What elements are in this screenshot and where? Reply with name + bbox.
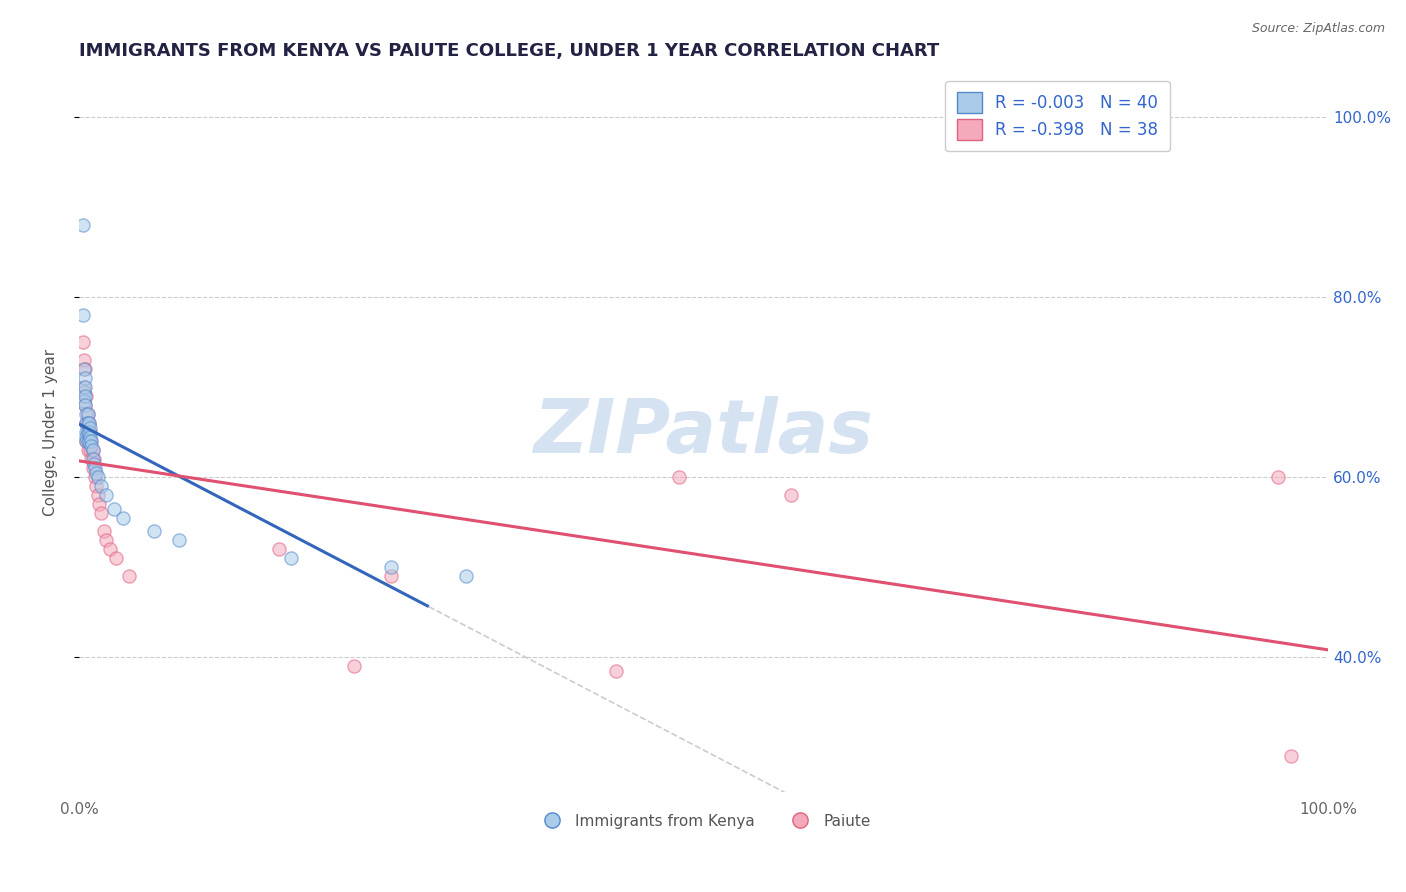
Point (82, 461, 104, 475)
Text: IMMIGRANTS FROM KENYA VS PAIUTE COLLEGE, UNDER 1 YEAR CORRELATION CHART: IMMIGRANTS FROM KENYA VS PAIUTE COLLEGE,… (79, 42, 939, 60)
Point (79, 430, 101, 444)
Point (98, 542, 121, 557)
Point (86, 488, 108, 502)
Point (167, 533, 190, 548)
Point (72, 219, 94, 233)
Point (1279, 749, 1302, 764)
Point (75, 425, 97, 440)
Point (75, 398, 97, 412)
Point (80, 434, 103, 449)
Point (75, 380, 97, 394)
Point (780, 488, 803, 502)
Point (75, 416, 97, 430)
Point (84, 470, 107, 484)
Point (73, 362, 96, 376)
Point (73, 384, 96, 399)
Point (76, 434, 98, 449)
Point (1267, 470, 1289, 484)
Point (267, 542, 290, 557)
Point (72, 335, 94, 350)
Point (96, 488, 118, 502)
Point (79, 420, 101, 434)
Point (76, 407, 98, 421)
Point (79, 425, 101, 440)
Point (73, 353, 96, 368)
Point (77, 425, 100, 440)
Point (75, 430, 97, 444)
Point (90, 479, 112, 493)
Point (668, 470, 690, 484)
Point (76, 416, 98, 430)
Point (82, 443, 104, 458)
Point (105, 551, 128, 566)
Point (142, 524, 165, 538)
Point (90, 506, 112, 520)
Text: ZIPatlas: ZIPatlas (533, 396, 873, 468)
Point (77, 434, 100, 449)
Point (75, 398, 97, 412)
Point (118, 569, 141, 583)
Point (75, 362, 97, 376)
Point (75, 371, 97, 385)
Point (86, 479, 108, 493)
Point (75, 434, 97, 449)
Point (75, 389, 97, 403)
Point (80, 434, 103, 449)
Point (380, 569, 402, 583)
Point (73, 380, 96, 394)
Point (75, 434, 97, 449)
Point (76, 443, 98, 458)
Point (82, 452, 104, 467)
Point (280, 551, 302, 566)
Point (87, 497, 110, 511)
Point (93, 524, 115, 538)
Point (77, 434, 100, 449)
Point (103, 501, 125, 516)
Point (80, 439, 103, 453)
Point (82, 443, 104, 458)
Y-axis label: College, Under 1 year: College, Under 1 year (44, 349, 58, 516)
Point (96, 533, 118, 548)
Point (83, 457, 105, 471)
Point (605, 664, 627, 678)
Point (75, 389, 97, 403)
Point (380, 560, 402, 574)
Point (456, 569, 478, 583)
Point (75, 416, 97, 430)
Legend: Immigrants from Kenya, Paiute: Immigrants from Kenya, Paiute (530, 807, 877, 835)
Point (72, 308, 94, 322)
Point (83, 452, 105, 467)
Point (86, 466, 108, 480)
Point (76, 425, 98, 440)
Point (73, 393, 96, 408)
Text: Source: ZipAtlas.com: Source: ZipAtlas.com (1251, 22, 1385, 36)
Point (111, 510, 134, 524)
Point (76, 407, 98, 421)
Point (77, 416, 100, 430)
Point (75, 407, 97, 421)
Point (86, 470, 108, 484)
Point (79, 443, 101, 458)
Point (343, 659, 366, 673)
Point (84, 461, 107, 475)
Point (77, 416, 100, 430)
Point (76, 425, 98, 440)
Point (80, 452, 103, 467)
